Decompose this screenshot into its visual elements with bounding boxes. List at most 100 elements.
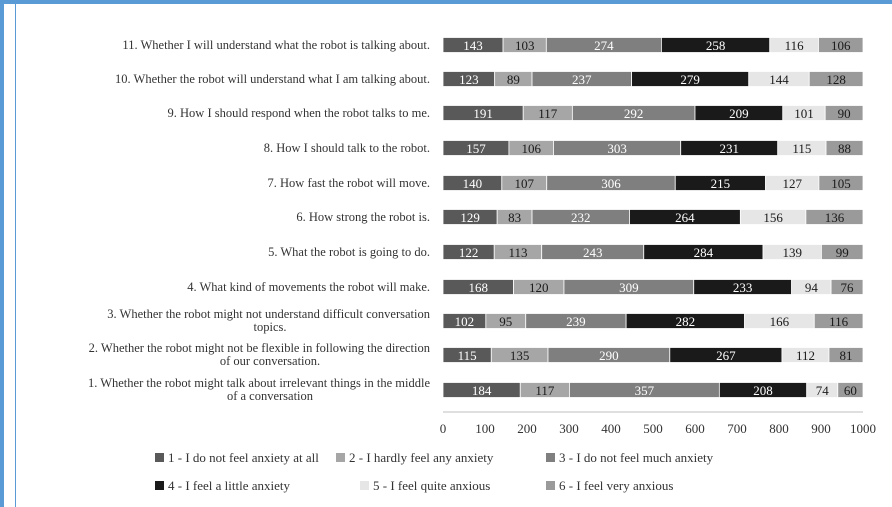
data-label: 157 — [466, 141, 486, 156]
data-label: 309 — [619, 280, 639, 295]
bar-segment — [830, 279, 864, 295]
category-label: 5. What the robot is going to do. — [268, 245, 430, 259]
data-label: 136 — [825, 210, 845, 225]
data-label: 292 — [624, 106, 644, 121]
data-label: 90 — [838, 106, 851, 121]
data-label: 233 — [733, 280, 753, 295]
data-label: 139 — [782, 245, 802, 260]
data-label: 166 — [770, 314, 790, 329]
category-label: 7. How fast the robot will move. — [268, 176, 430, 190]
data-label: 357 — [635, 383, 655, 398]
data-label: 81 — [839, 348, 852, 363]
category-label: 8. How I should talk to the robot. — [264, 141, 430, 155]
data-label: 115 — [458, 348, 477, 363]
data-label: 184 — [472, 383, 492, 398]
data-label: 120 — [529, 280, 549, 295]
category-label: 3. Whether the robot might not understan… — [107, 307, 430, 334]
category-label-line: of a conversation — [227, 389, 314, 403]
bar-segment — [825, 140, 864, 156]
data-label: 237 — [572, 72, 592, 87]
x-tick-label: 500 — [643, 421, 663, 436]
data-label: 282 — [676, 314, 696, 329]
data-label: 258 — [706, 38, 726, 53]
data-label: 267 — [716, 348, 736, 363]
data-label: 215 — [711, 176, 731, 191]
data-label: 144 — [769, 72, 789, 87]
x-axis-ticks: 0 100 200 300 400 500 600 700 800 900 1000 — [440, 421, 876, 436]
data-label: 95 — [499, 314, 512, 329]
data-label: 60 — [844, 383, 857, 398]
data-label: 208 — [753, 383, 773, 398]
bar-segments: 143 103 274 258 116 106 123 89 237 279 144 128 191 11… — [442, 37, 864, 398]
bar-segment — [818, 175, 864, 191]
data-label: 306 — [601, 176, 621, 191]
data-label: 303 — [607, 141, 627, 156]
data-label: 274 — [594, 38, 614, 53]
data-label: 89 — [507, 72, 520, 87]
category-label: 9. How I should respond when the robot t… — [168, 106, 430, 120]
category-labels: 11. Whether I will understand what the r… — [88, 38, 431, 403]
legend-label: 6 - I feel very anxious — [559, 478, 673, 493]
data-label: 284 — [694, 245, 714, 260]
bar-segment — [821, 244, 864, 260]
bar-segment — [828, 347, 864, 363]
category-label: 1. Whether the robot might talk about ir… — [88, 376, 431, 403]
data-label: 140 — [463, 176, 483, 191]
category-label: 4. What kind of movements the robot will… — [187, 280, 430, 294]
x-tick-label: 400 — [601, 421, 621, 436]
legend-swatch — [336, 453, 345, 462]
x-tick-label: 0 — [440, 421, 447, 436]
data-label: 101 — [794, 106, 814, 121]
data-label: 129 — [460, 210, 480, 225]
data-label: 76 — [841, 280, 855, 295]
category-label: 10. Whether the robot will understand wh… — [115, 72, 430, 86]
category-label: 6. How strong the robot is. — [296, 210, 430, 224]
x-tick-label: 600 — [685, 421, 705, 436]
data-label: 103 — [515, 38, 535, 53]
bar-segment — [808, 71, 864, 87]
data-label: 143 — [463, 38, 483, 53]
data-label: 168 — [469, 280, 489, 295]
legend-swatch — [155, 453, 164, 462]
category-label-line: 2. Whether the robot might not be flexib… — [89, 341, 431, 355]
data-label: 106 — [831, 38, 851, 53]
data-label: 122 — [459, 245, 479, 260]
bar-segment — [818, 37, 864, 53]
data-label: 88 — [838, 141, 851, 156]
bar-segment — [813, 313, 864, 329]
legend-swatch — [546, 481, 555, 490]
category-label-line: topics. — [254, 320, 287, 334]
data-label: 74 — [816, 383, 830, 398]
data-label: 113 — [508, 245, 527, 260]
data-label: 116 — [785, 38, 805, 53]
data-label: 156 — [763, 210, 783, 225]
data-label: 112 — [796, 348, 815, 363]
data-label: 83 — [508, 210, 521, 225]
legend-swatch — [546, 453, 555, 462]
bar-segment — [824, 105, 864, 121]
data-label: 232 — [571, 210, 591, 225]
legend-label: 2 - I hardly feel any anxiety — [349, 450, 494, 465]
data-label: 209 — [729, 106, 749, 121]
frame-left-border — [0, 0, 4, 507]
category-label: 11. Whether I will understand what the r… — [122, 38, 430, 52]
bar-segment — [805, 209, 864, 225]
frame-inner-border — [15, 4, 16, 507]
x-tick-label: 100 — [475, 421, 495, 436]
data-label: 264 — [675, 210, 695, 225]
legend-label: 4 - I feel a little anxiety — [168, 478, 291, 493]
data-label: 290 — [599, 348, 619, 363]
bar-segment — [837, 382, 864, 398]
x-tick-label: 700 — [727, 421, 747, 436]
data-label: 191 — [473, 106, 493, 121]
legend-label: 5 - I feel quite anxious — [373, 478, 490, 493]
x-tick-label: 300 — [559, 421, 579, 436]
category-label: 2. Whether the robot might not be flexib… — [89, 341, 431, 368]
data-label: 106 — [521, 141, 541, 156]
data-label: 128 — [826, 72, 846, 87]
data-label: 102 — [455, 314, 475, 329]
data-label: 107 — [515, 176, 535, 191]
data-label: 116 — [829, 314, 849, 329]
legend-swatch — [155, 481, 164, 490]
data-label: 127 — [782, 176, 802, 191]
